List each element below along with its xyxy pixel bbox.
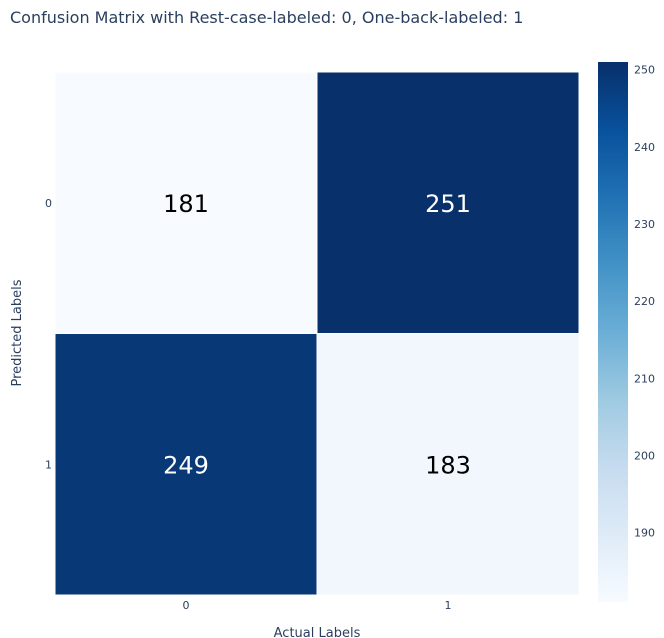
chart-title: Confusion Matrix with Rest-case-labeled:… <box>10 8 523 27</box>
colorbar <box>598 62 628 602</box>
cell-value-label: 183 <box>425 451 471 479</box>
x-tick-label: 1 <box>445 599 452 612</box>
colorbar-tick-label: 210 <box>634 372 655 385</box>
heatmap-cell <box>54 71 318 334</box>
colorbar-tick-label: 240 <box>634 141 655 154</box>
heatmap-cell <box>54 333 318 596</box>
colorbar-tick-label: 230 <box>634 218 655 231</box>
x-axis-title: Actual Labels <box>274 626 361 638</box>
heatmap-cell <box>316 333 580 596</box>
cell-value-label: 181 <box>163 190 209 218</box>
y-axis-ticks: 01 <box>45 197 52 472</box>
cell-value-label: 251 <box>425 190 471 218</box>
heatmap-cells: 181 251 249 183 <box>54 71 580 596</box>
y-axis-title: Predicted Labels <box>10 279 25 386</box>
colorbar-tick-label: 250 <box>634 64 655 77</box>
colorbar-tick-label: 220 <box>634 295 655 308</box>
y-tick-label: 1 <box>45 458 52 471</box>
colorbar-ticks: 190 200 210 220 230 240 250 <box>634 64 655 540</box>
colorbar-tick-label: 200 <box>634 449 655 462</box>
y-tick-label: 0 <box>45 197 52 210</box>
colorbar-tick-label: 190 <box>634 527 655 540</box>
x-tick-label: 0 <box>183 599 190 612</box>
heatmap-cell <box>316 71 580 334</box>
cell-value-label: 249 <box>163 451 209 479</box>
